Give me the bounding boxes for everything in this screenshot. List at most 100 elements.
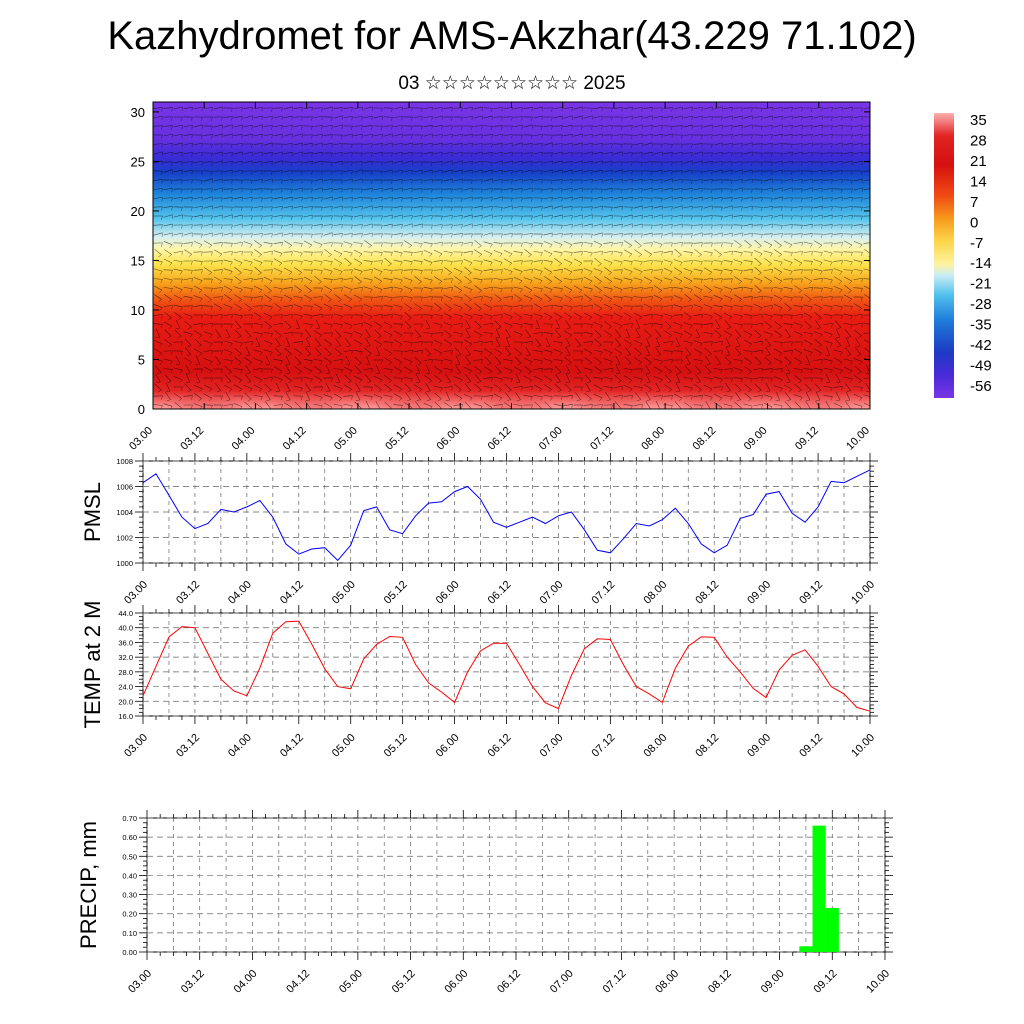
wind-barb-flag [861, 134, 863, 139]
wind-barb-flag [291, 260, 293, 265]
wind-barb-flag [276, 345, 281, 348]
wind-barb-flag [631, 188, 633, 193]
wind-barb-flag [441, 152, 443, 157]
wind-barb [664, 330, 672, 336]
wind-barb [583, 286, 593, 290]
wind-barb-flag [740, 378, 743, 383]
wind-barb-flag [161, 116, 163, 121]
wind-barb [733, 215, 743, 217]
wind-barb [845, 337, 851, 347]
wind-barb [773, 314, 783, 316]
wind-barb [603, 242, 613, 244]
wind-barb-flag [281, 206, 283, 211]
wind-barb-flag [701, 215, 703, 220]
wind-barb-flag [370, 261, 373, 266]
wind-barb-flag [321, 134, 323, 139]
wind-barb-flag [611, 143, 613, 148]
wind-barb-flag [200, 261, 203, 266]
wind-barb [793, 233, 803, 235]
wind-barb-flag [190, 206, 193, 211]
wind-barb [353, 134, 363, 136]
wind-barb [443, 169, 453, 173]
wind-barb-flag [771, 215, 773, 220]
wind-barb [514, 356, 522, 364]
wind-barb [443, 322, 453, 326]
wind-barb-flag [211, 215, 213, 220]
wind-barb [563, 258, 573, 264]
wind-barb [313, 233, 323, 235]
wind-barb-flag [388, 334, 393, 339]
wind-barb-flag [568, 289, 573, 294]
wind-barb-flag [769, 406, 773, 409]
wind-barb [805, 391, 811, 401]
wind-barb-flag [761, 314, 763, 319]
wind-barb [464, 401, 472, 409]
wind-barb-flag [598, 371, 602, 375]
wind-barb [633, 188, 643, 190]
wind-barb-flag [180, 261, 183, 266]
wind-barb [273, 232, 283, 236]
wind-barb [543, 286, 553, 290]
wind-barb-flag [721, 152, 723, 157]
wind-barb [164, 374, 172, 382]
wind-barb-flag [521, 260, 523, 265]
wind-barb [363, 260, 373, 262]
wind-barb [403, 215, 413, 217]
wind-barb [813, 214, 823, 218]
wind-barb [333, 107, 343, 109]
wind-barb-flag [369, 307, 373, 311]
wind-barb [623, 384, 633, 390]
wind-barb-flag [609, 262, 613, 266]
wind-barb-flag [189, 316, 193, 320]
wind-barb [733, 143, 743, 145]
wind-barb [434, 303, 442, 309]
wind-barb [735, 337, 741, 347]
wind-barb [863, 332, 870, 334]
wind-barb [613, 259, 623, 263]
wind-barb-flag [421, 188, 423, 193]
wind-barb-flag [411, 269, 413, 274]
wind-barb [294, 285, 302, 291]
wind-barb [673, 304, 683, 308]
wind-barb-flag [538, 308, 543, 312]
wind-barb [283, 305, 293, 307]
wind-barb-flag [250, 143, 253, 148]
wind-barb [623, 323, 633, 325]
wind-barb-flag [430, 198, 433, 203]
wind-barb [425, 392, 431, 400]
wind-barb-flag [391, 152, 393, 157]
wind-barb [523, 395, 533, 397]
wind-barb [743, 287, 753, 289]
wind-barb [623, 233, 633, 235]
wind-barb [503, 377, 513, 379]
wind-barb [553, 143, 563, 145]
wind-barb-flag [557, 371, 562, 375]
wind-barb-flag [417, 362, 422, 366]
wind-barb-flag [511, 296, 513, 301]
wind-barb-flag [599, 397, 603, 401]
wind-barb-flag [501, 143, 503, 148]
wind-barb-flag [168, 344, 172, 348]
wind-barb [403, 232, 413, 236]
wind-barb-flag [549, 244, 553, 248]
wind-barb [655, 347, 661, 355]
wind-barb-flag [750, 315, 753, 320]
wind-barb [753, 295, 763, 299]
wind-barb-flag [180, 207, 183, 211]
wind-barb-flag [781, 143, 783, 148]
wind-barb-flag [849, 370, 853, 374]
wind-barb [253, 170, 263, 172]
wind-barb [313, 269, 323, 271]
wind-barb-flag [399, 261, 403, 266]
wind-barb [243, 115, 253, 119]
wind-barb [165, 392, 171, 400]
wind-barb-flag [491, 152, 493, 157]
wind-barb-flag [451, 242, 453, 247]
wind-barb-flag [799, 397, 803, 401]
wind-barb [683, 115, 693, 119]
wind-barb-flag [169, 244, 173, 248]
wind-barb [363, 286, 373, 290]
wind-barb [793, 107, 803, 109]
wind-barb [503, 106, 513, 110]
wind-barb-flag [351, 170, 353, 175]
